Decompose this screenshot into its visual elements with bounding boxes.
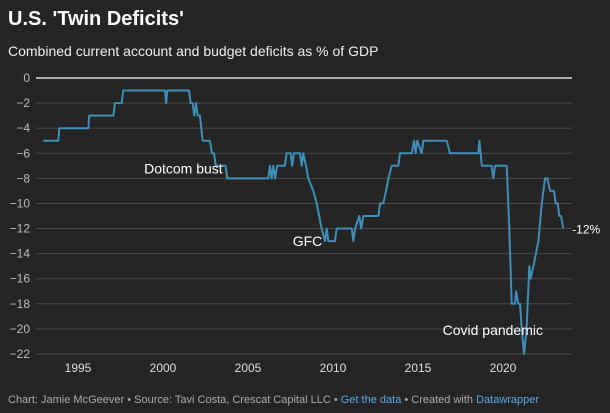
y-tick-label: −22 <box>10 347 31 361</box>
y-tick-label: −8 <box>16 171 30 185</box>
series-line <box>43 89 565 355</box>
chart-subtitle: Combined current account and budget defi… <box>8 43 379 59</box>
end-value-label: -12% <box>572 223 600 237</box>
chart-title: U.S. 'Twin Deficits' <box>8 8 184 30</box>
chart-credit: Chart: Jamie McGeever <box>8 394 125 406</box>
x-tick-label: 2010 <box>320 361 347 375</box>
y-tick-label: −20 <box>10 322 31 336</box>
y-tick-label: −16 <box>10 272 31 286</box>
datawrapper-link[interactable]: Datawrapper <box>476 394 540 406</box>
y-tick-label: −6 <box>16 146 30 160</box>
separator: • <box>124 394 135 406</box>
get-data-link[interactable]: Get the data <box>340 394 402 406</box>
separator: • <box>330 394 341 406</box>
annotations: Dotcom bust GFC Covid pandemic -12% <box>144 160 600 338</box>
y-tick-label: −10 <box>10 196 31 210</box>
x-tick-label: 1995 <box>65 361 92 375</box>
source-credit: Source: Tavi Costa, Crescat Capital LLC <box>134 394 331 406</box>
x-tick-label: 2000 <box>150 361 177 375</box>
annotation-label: GFC <box>293 233 323 249</box>
x-tick-label: 2005 <box>235 361 262 375</box>
created-with-text: Created with <box>411 394 477 406</box>
annotation-label: Covid pandemic <box>443 322 543 338</box>
y-tick-label: −4 <box>16 121 30 135</box>
x-axis-ticks: 1995 2000 2005 2010 2015 2020 <box>65 361 517 375</box>
y-tick-label: −12 <box>10 222 31 236</box>
y-tick-label: 0 <box>23 71 30 85</box>
separator: • <box>401 394 412 406</box>
x-tick-label: 2015 <box>405 361 432 375</box>
footer: Chart: Jamie McGeever • Source: Tavi Cos… <box>8 394 539 406</box>
y-tick-label: −18 <box>10 297 31 311</box>
x-tick-label: 2020 <box>490 361 517 375</box>
annotation-label: Dotcom bust <box>144 160 223 176</box>
y-tick-label: −2 <box>16 96 30 110</box>
y-tick-label: −14 <box>10 247 31 261</box>
gridlines <box>36 77 572 355</box>
y-axis-ticks: 0 −2 −4 −6 −8 −10 −12 −14 −16 −18 −20 −22 <box>10 71 31 361</box>
